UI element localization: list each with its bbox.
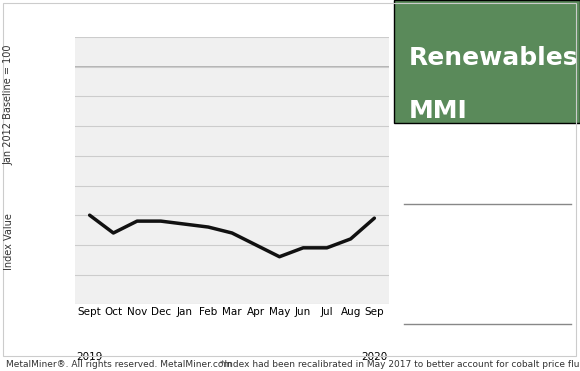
Text: MMI: MMI — [409, 99, 468, 123]
Text: 2019: 2019 — [77, 352, 103, 362]
Text: 2020: 2020 — [361, 352, 387, 362]
Text: Index Value: Index Value — [3, 213, 14, 270]
Text: *Index had been recalibrated in May 2017 to better account for cobalt price fluc: *Index had been recalibrated in May 2017… — [220, 360, 580, 369]
Text: Renewables: Renewables — [409, 46, 579, 70]
Text: September: September — [435, 247, 520, 262]
Text: Jan 2012 Baseline = 100: Jan 2012 Baseline = 100 — [3, 45, 14, 165]
Text: August to: August to — [435, 219, 509, 233]
FancyBboxPatch shape — [394, 0, 580, 123]
Text: MetalMiner®. All rights reserved. MetalMiner.com: MetalMiner®. All rights reserved. MetalM… — [6, 360, 232, 369]
Text: Up 4.2%: Up 4.2% — [435, 275, 500, 290]
